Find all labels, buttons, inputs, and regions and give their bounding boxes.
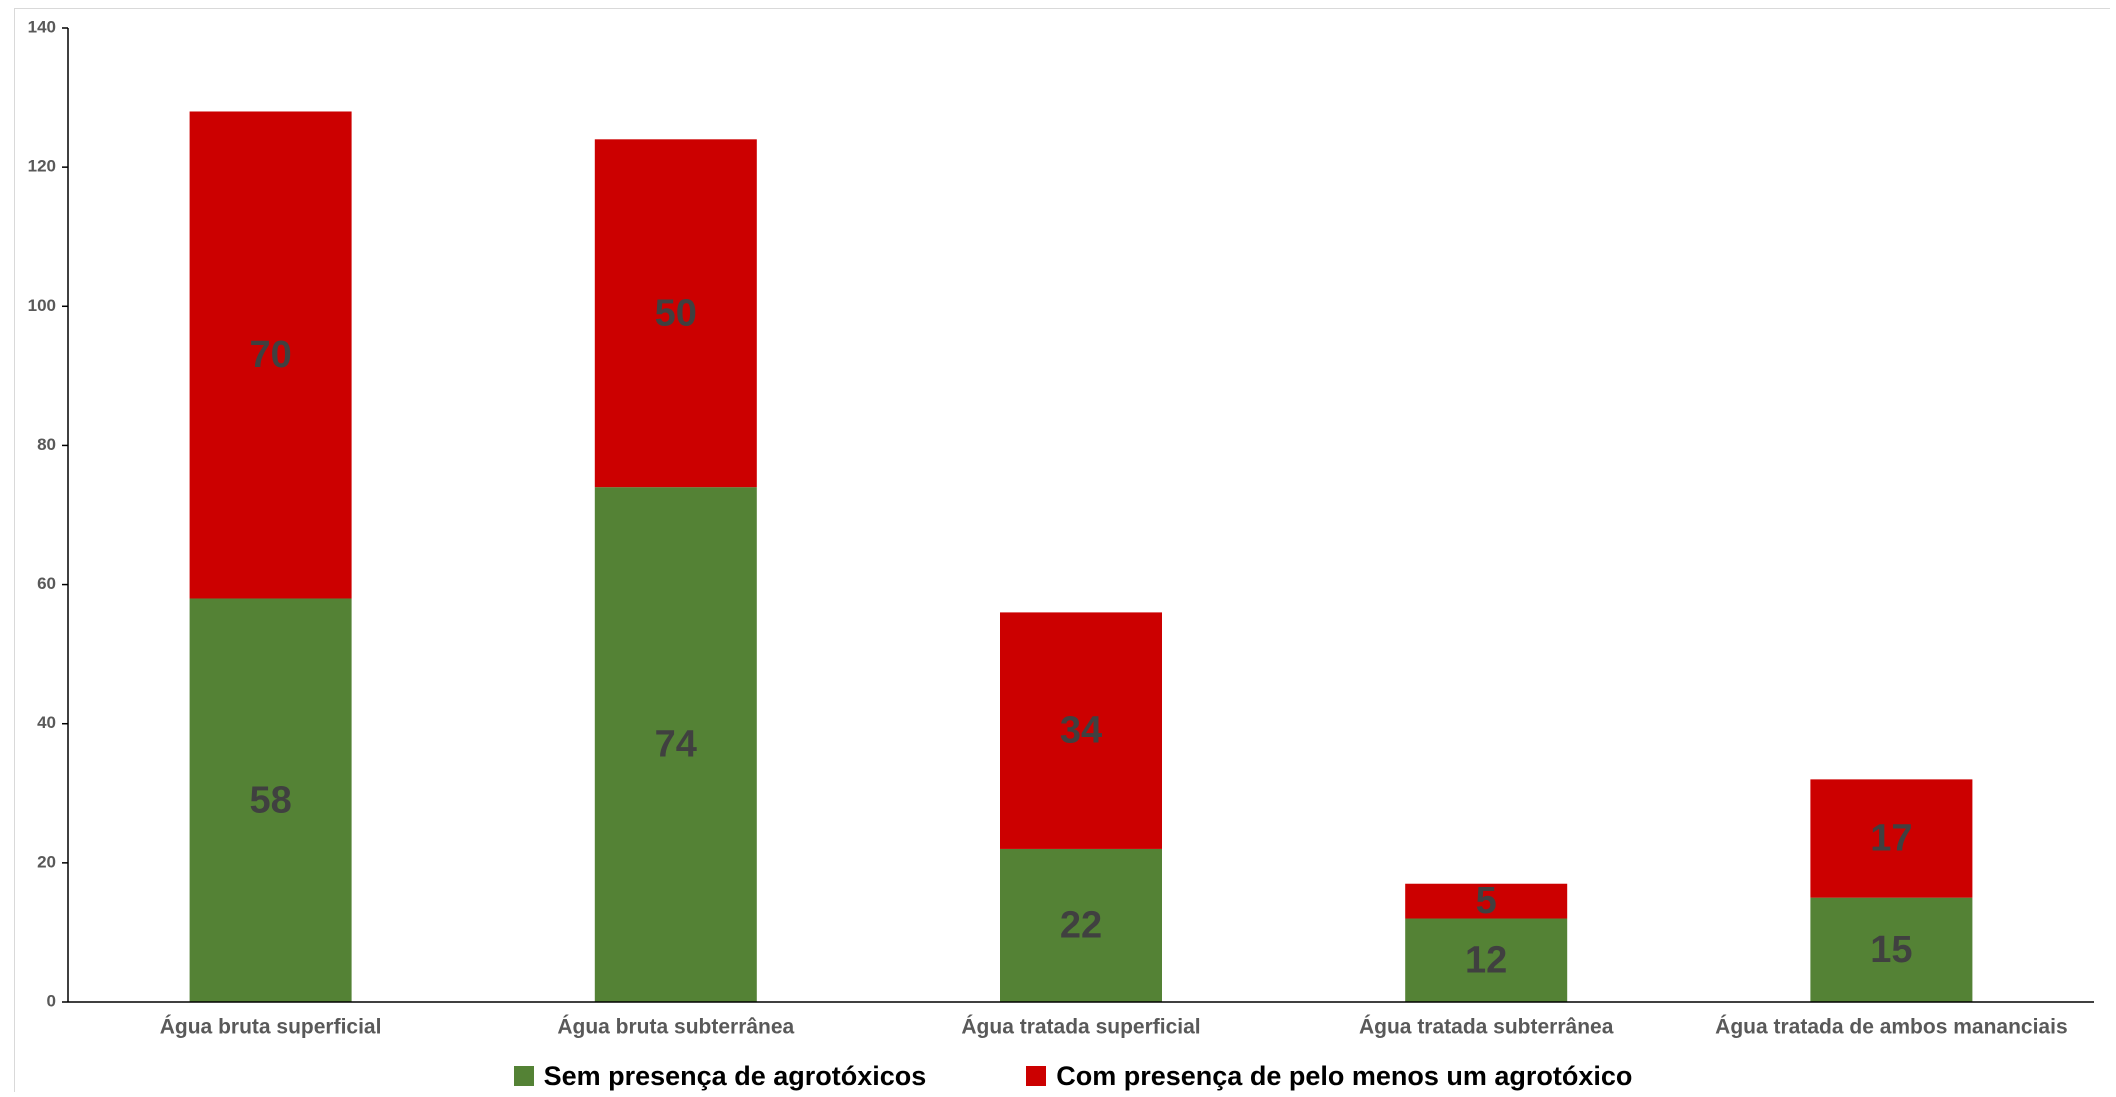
- bar-segment-com-4: [1810, 779, 1973, 898]
- bar-segment-sem-4: [1810, 897, 1973, 1002]
- bar-segment-com-2: [1000, 612, 1162, 849]
- y-tick-label: 100: [28, 296, 56, 315]
- data-labels: 58 70 74 50 22 34 12 5 15 17: [249, 292, 1912, 981]
- data-label: 15: [1870, 929, 1912, 971]
- x-category-label: Água bruta superficial: [160, 1016, 382, 1039]
- bars: [189, 111, 1973, 1003]
- legend-item-com-agrotoxico: Com presença de pelo menos um agrotóxico: [1026, 1061, 1632, 1092]
- data-label: 74: [655, 724, 697, 766]
- x-category-label: Água tratada de ambos mananciais: [1715, 1016, 2067, 1039]
- legend-swatch-green: [513, 1066, 534, 1086]
- data-label: 22: [1060, 905, 1102, 947]
- data-label: 17: [1870, 818, 1912, 860]
- data-label: 50: [655, 292, 697, 334]
- axes: [67, 28, 2094, 1003]
- y-tick-label: 20: [37, 852, 56, 871]
- bar-segment-sem-0: [189, 598, 352, 1002]
- legend-item-sem-agrotoxicos: Sem presença de agrotóxicos: [513, 1060, 927, 1092]
- y-tick-label: 0: [47, 991, 56, 1010]
- y-tick-label: 60: [37, 574, 56, 593]
- stacked-bar-chart: 0 20 40 60 80 100 120 140 58 70 74 50 22 34 12 5 15 17 Á…: [28, 17, 2094, 1039]
- x-category-label: Água bruta subterrânea: [557, 1016, 794, 1039]
- y-axis-ticks: 0 20 40 60 80 100 120 140: [28, 17, 68, 1010]
- x-axis-category-labels: Água bruta superficial Água bruta subterr…: [160, 1016, 2068, 1039]
- bar-segment-com-3: [1405, 883, 1568, 919]
- y-tick-label: 80: [37, 435, 56, 454]
- legend-label-com-agrotoxico: Com presença de pelo menos um agrotóxico: [1056, 1060, 1633, 1091]
- bar-segment-sem-3: [1405, 918, 1568, 1002]
- y-tick-label: 120: [28, 157, 56, 176]
- bar-segment-sem-1: [594, 487, 757, 1003]
- y-tick-label: 140: [28, 17, 56, 36]
- legend-swatch-red: [1026, 1066, 1047, 1086]
- legend-label-sem-agrotoxicos: Sem presença de agrotóxicos: [543, 1060, 927, 1091]
- x-category-label: Água tratada superficial: [961, 1016, 1200, 1039]
- bar-segment-sem-2: [1000, 848, 1162, 1002]
- y-tick-label: 40: [37, 713, 56, 732]
- data-label: 58: [249, 779, 291, 821]
- x-category-label: Água tratada subterrânea: [1359, 1016, 1614, 1039]
- data-label: 12: [1465, 939, 1507, 981]
- legend: Sem presença de agrotóxicos Com presença…: [0, 1058, 2116, 1094]
- chart-frame: [14, 8, 2110, 1092]
- bar-segment-com-1: [594, 139, 757, 488]
- data-label: 70: [249, 334, 291, 376]
- bar-segment-com-0: [189, 111, 352, 599]
- data-label: 34: [1060, 710, 1102, 752]
- data-label: 5: [1476, 880, 1497, 922]
